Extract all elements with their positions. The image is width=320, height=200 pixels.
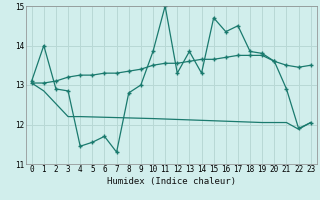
X-axis label: Humidex (Indice chaleur): Humidex (Indice chaleur) — [107, 177, 236, 186]
